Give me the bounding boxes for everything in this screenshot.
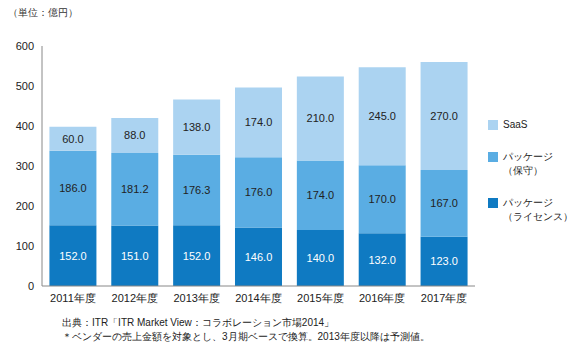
html-text:（ライセンス）: （ライセンス） [503, 211, 573, 222]
html-text:出典：ITR「ITR Market View：コラボレーショ: 出典：ITR「ITR Market View：コラボレーション市場2014」 [62, 317, 335, 328]
svg-text:88.0: 88.0 [124, 129, 145, 141]
svg-text:2016年度: 2016年度 [359, 292, 405, 304]
svg-text:181.2: 181.2 [121, 183, 149, 195]
svg-text:151.0: 151.0 [121, 250, 149, 262]
svg-text:2017年度: 2017年度 [421, 292, 467, 304]
html-text:パッケージ: パッケージ [503, 151, 553, 162]
svg-text:123.0: 123.0 [430, 255, 458, 267]
html-text:SaaS: SaaS [503, 119, 528, 130]
svg-text:167.0: 167.0 [430, 197, 458, 209]
svg-text:138.0: 138.0 [183, 121, 211, 133]
svg-text:500: 500 [16, 80, 34, 92]
svg-text:400: 400 [16, 120, 34, 132]
svg-text:2013年度: 2013年度 [173, 292, 219, 304]
svg-text:176.3: 176.3 [183, 184, 211, 196]
html-text:（保守）: （保守） [503, 165, 543, 176]
svg-text:210.0: 210.0 [307, 112, 335, 124]
svg-text:600: 600 [16, 40, 34, 52]
svg-text:2012年度: 2012年度 [112, 292, 158, 304]
svg-text:0: 0 [28, 280, 34, 292]
svg-text:2014年度: 2014年度 [235, 292, 281, 304]
html-text:パッケージ: パッケージ [503, 197, 553, 208]
svg-text:132.0: 132.0 [368, 254, 396, 266]
svg-text:152.0: 152.0 [183, 250, 211, 262]
svg-text:200: 200 [16, 200, 34, 212]
html-text:＊ベンダーの売上金額を対象とし、3月期ベースで換算。2013: ＊ベンダーの売上金額を対象とし、3月期ベースで換算。2013年度以降は予測値。 [62, 331, 430, 342]
svg-text:140.0: 140.0 [307, 252, 335, 264]
svg-text:100: 100 [16, 240, 34, 252]
html-text:（単位：億円）: （単位：億円） [8, 7, 78, 18]
svg-text:60.0: 60.0 [62, 133, 83, 145]
svg-text:300: 300 [16, 160, 34, 172]
svg-text:152.0: 152.0 [59, 250, 87, 262]
svg-text:146.0: 146.0 [245, 251, 273, 263]
svg-text:245.0: 245.0 [368, 110, 396, 122]
svg-text:174.0: 174.0 [245, 116, 273, 128]
svg-text:186.0: 186.0 [59, 182, 87, 194]
svg-text:174.0: 174.0 [307, 189, 335, 201]
svg-text:2015年度: 2015年度 [297, 292, 343, 304]
svg-text:170.0: 170.0 [368, 193, 396, 205]
svg-text:270.0: 270.0 [430, 110, 458, 122]
svg-text:176.0: 176.0 [245, 186, 273, 198]
svg-text:2011年度: 2011年度 [50, 292, 96, 304]
